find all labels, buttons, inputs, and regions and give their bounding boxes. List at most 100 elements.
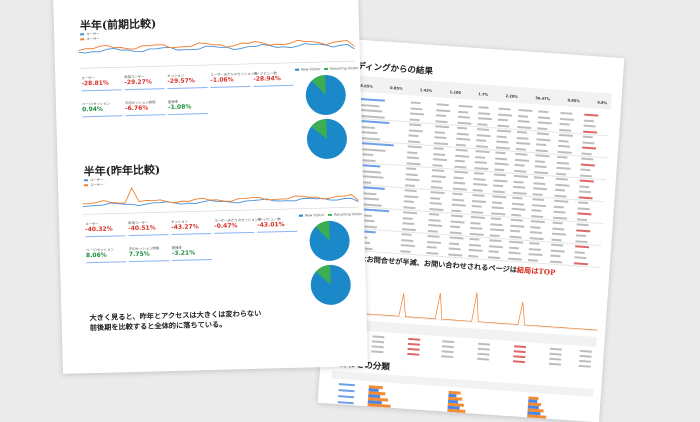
- table-cell: [405, 178, 420, 182]
- table-cell: [470, 226, 483, 230]
- table-cell: [550, 254, 561, 258]
- stat-value: 1,106: [449, 90, 462, 95]
- pie-slice-returning-visitor: [311, 74, 326, 95]
- metric-sparkline: [214, 229, 255, 234]
- table-cell: [408, 134, 419, 138]
- metric-sparkline: [257, 228, 298, 233]
- table-cell: [536, 143, 547, 147]
- metric-value: -0.47%: [214, 222, 238, 230]
- metric-value: -29.27%: [124, 78, 152, 87]
- table-cell: [584, 113, 599, 117]
- table-cell: [579, 349, 592, 353]
- table-cell: [492, 195, 507, 199]
- table-cell: [468, 243, 482, 247]
- table-cell: [409, 123, 422, 127]
- landing-table: [342, 39, 624, 268]
- table-cell: [488, 250, 499, 253]
- table-cell: [493, 178, 508, 182]
- table-cell: [560, 111, 573, 115]
- summary-line-2: 前後期を比較すると全体的に落ちている。: [89, 319, 227, 333]
- table-cell: [469, 237, 480, 241]
- table-cell: [513, 345, 527, 349]
- table-cell: [532, 198, 545, 202]
- metric-value: -28.94%: [253, 75, 281, 83]
- metric-sparkline: [168, 111, 209, 116]
- table-cell: [441, 350, 454, 354]
- table-cell: [551, 243, 564, 247]
- table-cell: [453, 181, 466, 185]
- table-cell: [490, 222, 503, 226]
- table-cell: [513, 350, 526, 354]
- table-cell: [453, 176, 464, 179]
- table-cell: [581, 157, 594, 161]
- table-cell: [528, 247, 541, 251]
- table-cell: [454, 159, 465, 163]
- table-cell: [549, 357, 562, 361]
- category-link: [338, 383, 355, 387]
- table-cell: [576, 223, 589, 227]
- table-cell: [552, 221, 563, 225]
- table-cell: [371, 345, 384, 349]
- table-cell: [496, 129, 512, 133]
- table-cell: [579, 354, 592, 358]
- pie-legend-label: New Visitor: [304, 213, 325, 218]
- table-cell: [516, 130, 528, 134]
- stat-value: 6.8%: [597, 100, 608, 106]
- legend-swatch-blue: [83, 178, 88, 181]
- table-cell: [511, 207, 526, 211]
- table-cell: [441, 355, 454, 359]
- table-cell: [496, 140, 509, 144]
- metric-card: ページ/セッション 8.06%: [86, 246, 127, 264]
- table-cell: [536, 137, 551, 141]
- table-cell: [513, 185, 526, 189]
- table-cell: [510, 229, 521, 233]
- table-cell: [406, 156, 419, 160]
- table-cell: [508, 246, 519, 249]
- table-cell: [458, 104, 473, 108]
- table-cell: [510, 224, 525, 228]
- table-cell: [407, 347, 420, 351]
- table-cell: [449, 236, 464, 240]
- table-cell: [452, 192, 463, 196]
- section1-line-chart: [78, 39, 355, 69]
- pie-chart-current: [306, 118, 347, 159]
- inquiry-chart-baseline: [335, 312, 598, 332]
- table-cell: [400, 244, 415, 248]
- table-cell: [530, 225, 541, 229]
- table-cell: [407, 352, 420, 356]
- table-cell: [402, 216, 413, 220]
- pie-legend-label: Returning Visitor: [334, 212, 363, 217]
- table-cell: [549, 352, 562, 356]
- table-cell: [578, 190, 592, 194]
- section2-line-chart: [82, 187, 359, 215]
- table-cell: [577, 212, 592, 216]
- table-cell: [432, 158, 447, 162]
- table-cell: [554, 188, 566, 192]
- table-cell: [558, 144, 571, 148]
- table-cell: [448, 247, 461, 251]
- stat-value: 1.43%: [419, 88, 433, 93]
- pie-swatch-returning: [328, 213, 333, 216]
- metric-sparkline: [124, 86, 165, 91]
- table-cell: [582, 135, 593, 139]
- table-cell: [426, 245, 437, 249]
- table-cell: [498, 113, 513, 117]
- table-cell: [516, 141, 531, 145]
- chart2-axis: [82, 206, 359, 215]
- table-cell: [556, 161, 570, 165]
- category-bar-blue: [526, 417, 543, 422]
- table-cell: [455, 154, 470, 158]
- category-bar-blue: [447, 411, 462, 416]
- category-link: [338, 395, 355, 399]
- table-cell: [514, 158, 530, 162]
- table-cell: [559, 117, 575, 121]
- metric-card: 平均セッション時間 -6.76%: [125, 99, 166, 117]
- table-cell: [535, 154, 550, 158]
- table-cell: [529, 242, 540, 245]
- table-cell: [512, 360, 526, 364]
- metric-sparkline: [125, 112, 166, 117]
- table-cell: [510, 218, 523, 222]
- table-cell: [456, 137, 471, 141]
- pie-slice-returning-visitor: [311, 118, 327, 139]
- table-cell: [513, 174, 528, 178]
